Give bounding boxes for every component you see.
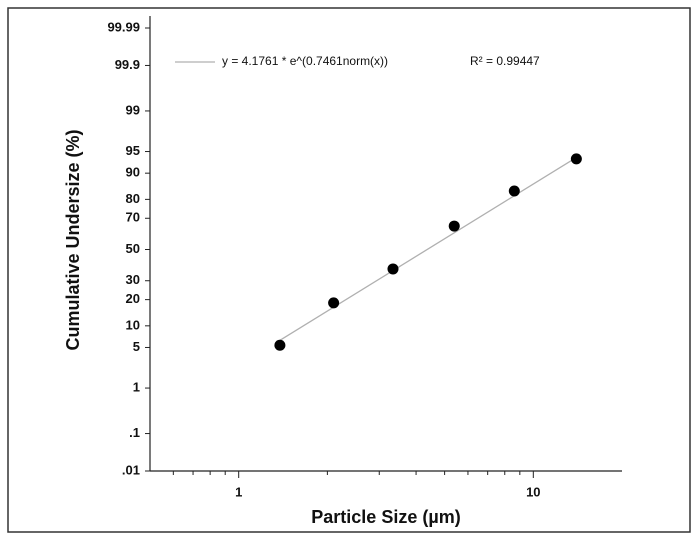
y-tick-label: 5 xyxy=(133,339,140,354)
y-tick-label: 99 xyxy=(126,102,140,117)
y-tick-label: 99.9 xyxy=(115,57,140,72)
legend-label: y = 4.1761 * e^(0.7461norm(x)) xyxy=(222,54,388,68)
y-tick-label: 20 xyxy=(126,291,140,306)
x-tick-label: 10 xyxy=(526,484,540,499)
y-tick-label: 10 xyxy=(126,317,140,332)
y-tick-label: 1 xyxy=(133,379,140,394)
data-point xyxy=(274,339,286,351)
x-axis-label: Particle Size (µm) xyxy=(311,507,460,527)
y-tick-label: .1 xyxy=(129,425,140,440)
y-tick-label: 30 xyxy=(126,272,140,287)
y-tick-label: .01 xyxy=(122,462,140,477)
frame xyxy=(7,7,691,533)
x-tick-label: 1 xyxy=(235,484,242,499)
y-tick-label: 80 xyxy=(126,191,140,206)
y-tick-label: 70 xyxy=(126,210,140,225)
y-tick-label: 95 xyxy=(126,143,140,158)
y-axis-label: Cumulative Undersize (%) xyxy=(63,129,83,350)
y-tick-label: 90 xyxy=(126,165,140,180)
y-tick-label: 50 xyxy=(126,241,140,256)
y-tick-label: 99.99 xyxy=(107,19,140,34)
data-point xyxy=(570,153,582,165)
data-point xyxy=(328,297,340,309)
data-point xyxy=(387,263,399,275)
data-point xyxy=(508,185,520,197)
data-point xyxy=(448,220,460,232)
annotation: R² = 0.99447 xyxy=(470,54,540,68)
fit-line xyxy=(276,156,578,343)
